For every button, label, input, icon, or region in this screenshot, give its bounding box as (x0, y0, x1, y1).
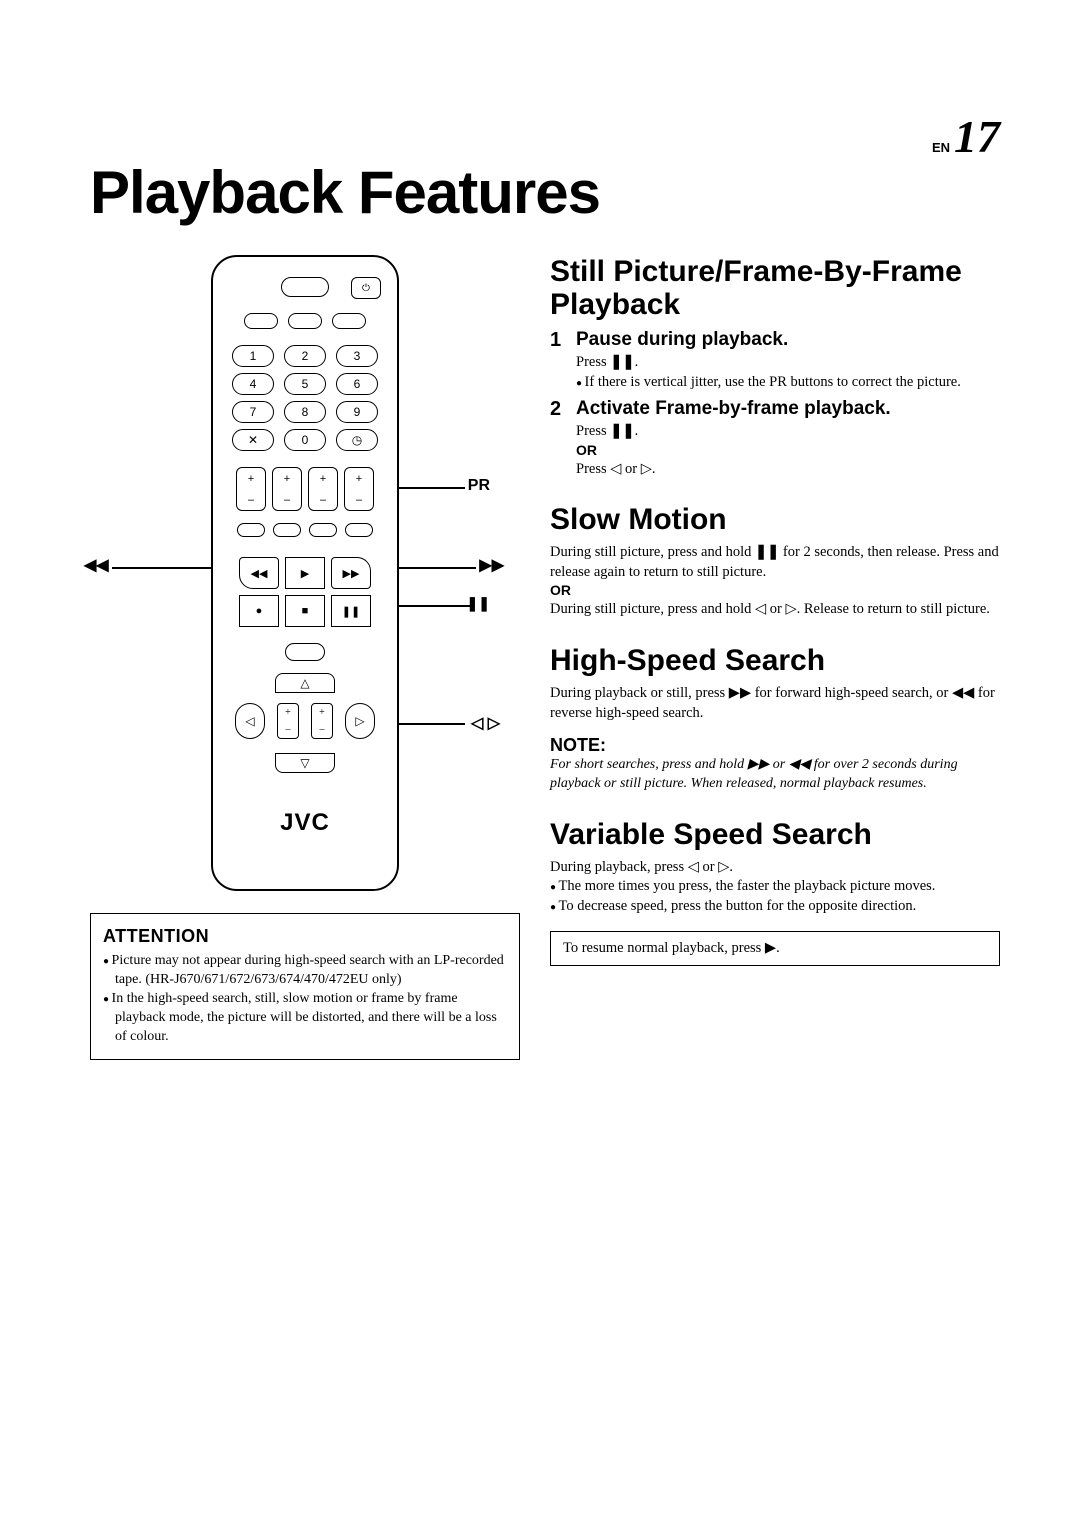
step1-body: Press ❚❚. (576, 353, 961, 373)
callout-rew: ◀◀ (84, 555, 109, 575)
num-9: 9 (336, 401, 378, 423)
note-body: For short searches, press and hold ▶▶ or… (550, 756, 1000, 794)
callout-pr: PR (468, 477, 490, 495)
attention-header: ATTENTION (103, 924, 507, 948)
num-7: 7 (232, 401, 274, 423)
ff-icon: ▶▶ (331, 557, 371, 589)
main-title: Playback Features (90, 158, 1000, 227)
step1-bullet: If there is vertical jitter, use the PR … (576, 373, 961, 393)
dpad-down-icon: ▽ (275, 753, 335, 773)
num-4: 4 (232, 373, 274, 395)
note-header: NOTE: (550, 735, 1000, 756)
step2-title: Activate Frame-by-frame playback. (576, 398, 891, 420)
callout-ff: ▶▶ (479, 555, 504, 575)
step-number: 2 (550, 398, 568, 479)
dpad-right-icon: ▷ (345, 703, 375, 739)
resume-box: To resume normal playback, press ▶. (550, 931, 1000, 966)
variable-bullet: The more times you press, the faster the… (550, 877, 1000, 897)
slow-body-2: During still picture, press and hold ◁ o… (550, 600, 1000, 620)
step2-body-c: Press ◁ or ▷. (576, 460, 891, 480)
page-num: 17 (954, 110, 1000, 163)
dpad-left-icon: ◁ (235, 703, 265, 739)
brand-logo: JVC (280, 809, 330, 837)
or-label: OR (550, 582, 1000, 598)
or-label: OR (576, 442, 891, 458)
remote-illustration: ◀◀ PR ▶▶ ❚❚ ◁ ▷ ⏻ 1 2 3 4 (90, 255, 520, 891)
num-2: 2 (284, 345, 326, 367)
num-1: 1 (232, 345, 274, 367)
num-cancel: ✕ (232, 429, 274, 451)
power-icon: ⏻ (351, 277, 381, 299)
variable-body: During playback, press ◁ or ▷. (550, 858, 1000, 878)
stop-icon: ■ (285, 595, 325, 627)
step-number: 1 (550, 329, 568, 392)
variable-bullet: To decrease speed, press the button for … (550, 897, 1000, 917)
step1-title: Pause during playback. (576, 329, 961, 351)
variable-title: Variable Speed Search (550, 818, 1000, 852)
dpad-up-icon: △ (275, 673, 335, 693)
num-6: 6 (336, 373, 378, 395)
numpad: 1 2 3 4 5 6 7 8 9 ✕ 0 ◷ (232, 345, 378, 451)
remote-body: ⏻ 1 2 3 4 5 6 7 8 9 ✕ 0 ◷ (211, 255, 399, 891)
callout-lr: ◁ ▷ (471, 713, 500, 733)
num-3: 3 (336, 345, 378, 367)
attention-box: ATTENTION Picture may not appear during … (90, 913, 520, 1060)
num-0: 0 (284, 429, 326, 451)
num-timer: ◷ (336, 429, 378, 451)
slow-body-1: During still picture, press and hold ❚❚ … (550, 543, 1000, 582)
rec-icon: ● (239, 595, 279, 627)
num-5: 5 (284, 373, 326, 395)
rewind-icon: ◀◀ (239, 557, 279, 589)
slow-title: Slow Motion (550, 503, 1000, 537)
highspeed-title: High-Speed Search (550, 644, 1000, 678)
attention-item: In the high-speed search, still, slow mo… (103, 990, 507, 1047)
highspeed-body: During playback or still, press ▶▶ for f… (550, 684, 1000, 723)
play-icon: ▶ (285, 557, 325, 589)
num-8: 8 (284, 401, 326, 423)
callout-pause: ❚❚ (467, 595, 490, 612)
pause-icon: ❚❚ (331, 595, 371, 627)
still-title: Still Picture/Frame-By-Frame Playback (550, 255, 1000, 321)
attention-item: Picture may not appear during high-speed… (103, 952, 507, 990)
page-number: EN 17 (932, 110, 1000, 163)
page-lang: EN (932, 140, 950, 155)
step2-body-a: Press ❚❚. (576, 422, 891, 442)
